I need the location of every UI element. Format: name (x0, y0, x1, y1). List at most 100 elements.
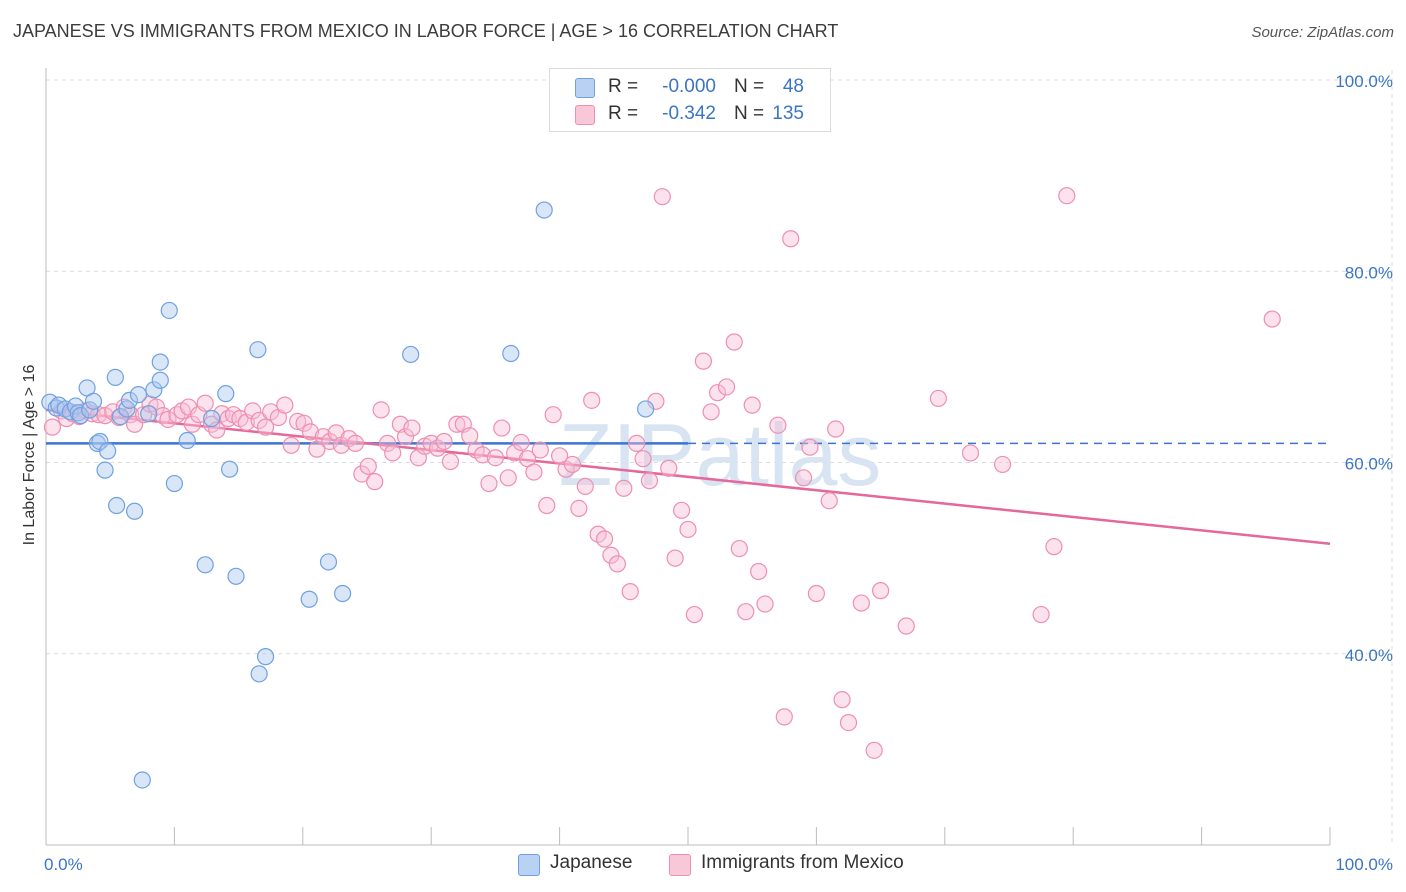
data-point-mexico (282, 436, 300, 454)
data-point-mexico (429, 439, 447, 457)
data-point-mexico (827, 420, 845, 438)
data-point-japanese (300, 590, 318, 608)
data-point-japanese (249, 341, 267, 359)
series-japanese (41, 201, 655, 789)
legend-row-mexico: R = -0.342 N = 135 (550, 101, 830, 127)
watermark: ZIPatlas (559, 405, 882, 504)
data-point-japanese (535, 201, 553, 219)
axes (45, 68, 1331, 846)
data-point-japanese (221, 460, 239, 478)
y-tick-label: 80.0% (1345, 263, 1393, 282)
data-point-mexico (366, 473, 384, 491)
data-point-mexico (441, 452, 460, 471)
data-point-mexico (531, 441, 549, 459)
y-tick-label: 60.0% (1345, 455, 1393, 474)
data-point-mexico (570, 499, 588, 517)
data-point-mexico (702, 403, 720, 421)
legend-n-label: N = (734, 76, 765, 97)
data-point-mexico (295, 414, 313, 432)
data-point-mexico (244, 402, 262, 420)
data-point-mexico (929, 389, 947, 408)
data-point-mexico (396, 428, 415, 446)
data-point-japanese (81, 401, 99, 419)
data-point-mexico (756, 595, 774, 613)
bottom-legend-label: Immigrants from Mexico (701, 852, 904, 873)
data-point-mexico (807, 584, 826, 603)
legend-row-japanese: R = -0.000 N = 48 (550, 74, 830, 100)
bottom-legend-swatch-mexico (669, 854, 691, 876)
data-point-japanese (145, 381, 163, 399)
data-point-mexico (134, 406, 153, 424)
data-point-japanese (133, 771, 151, 789)
data-point-mexico (852, 594, 870, 612)
data-point-mexico (833, 691, 851, 709)
data-point-mexico (820, 492, 838, 510)
data-point-mexico (289, 412, 307, 430)
legend-swatch-japanese (575, 78, 595, 98)
data-point-japanese (129, 386, 148, 404)
data-point-mexico (525, 463, 543, 481)
data-point-mexico (839, 713, 858, 732)
legend-r-label: R = (608, 76, 639, 97)
data-point-mexico (493, 419, 511, 437)
data-point-mexico (435, 432, 453, 451)
data-point-mexico (1263, 310, 1281, 328)
legend-n-value: 48 (782, 76, 804, 97)
data-point-japanese (151, 371, 169, 389)
data-point-mexico (1045, 538, 1063, 556)
data-point-japanese (256, 648, 275, 666)
data-point-mexico (628, 434, 646, 452)
data-point-japanese (402, 345, 420, 364)
data-point-mexico (608, 555, 626, 573)
data-point-japanese (108, 496, 126, 515)
data-point-japanese (140, 405, 158, 423)
data-point-mexico (708, 384, 727, 402)
data-point-mexico (725, 333, 743, 351)
x-tick-label: 0.0% (44, 855, 83, 874)
chart-title: JAPANESE VS IMMIGRANTS FROM MEXICO IN LA… (13, 21, 839, 41)
data-point-japanese (178, 431, 196, 450)
data-point-japanese (502, 344, 520, 363)
data-point-mexico (256, 418, 275, 436)
data-point-japanese (319, 553, 338, 571)
data-point-mexico (615, 479, 633, 497)
data-point-japanese (250, 665, 268, 683)
data-point-japanese (334, 584, 352, 603)
tick-labels: 40.0% 60.0% 80.0% 100.0% 0.0% 100.0% (44, 72, 1393, 874)
bottom-legend-label: Japanese (550, 852, 633, 873)
data-point-japanese (106, 368, 124, 386)
data-point-mexico (43, 418, 62, 436)
legend-r-value: -0.342 (662, 103, 716, 124)
data-point-mexico (801, 438, 819, 456)
data-point-mexico (538, 496, 556, 515)
data-point-japanese (203, 409, 221, 428)
data-point-japanese (99, 442, 117, 460)
data-point-mexico (993, 455, 1012, 474)
data-point-mexico (372, 401, 390, 419)
data-point-mexico (1058, 187, 1076, 205)
data-point-mexico (486, 449, 504, 467)
data-point-mexico (871, 582, 890, 600)
data-point-mexico (769, 416, 787, 434)
data-point-mexico (782, 230, 800, 248)
data-point-mexico (576, 477, 594, 496)
data-point-japanese (120, 391, 139, 409)
data-point-japanese (125, 502, 144, 520)
data-point-mexico (775, 708, 793, 726)
data-point-mexico (634, 450, 652, 468)
data-point-mexico (737, 603, 755, 621)
data-point-mexico (621, 582, 639, 601)
data-point-japanese (96, 461, 114, 479)
data-point-mexico (196, 394, 214, 412)
data-point-mexico (694, 352, 713, 370)
data-point-mexico (250, 411, 268, 430)
data-point-mexico (512, 433, 530, 452)
data-point-japanese (72, 407, 90, 425)
data-point-mexico (461, 427, 479, 445)
legend-n-value: 135 (772, 103, 804, 124)
data-point-mexico (897, 617, 915, 635)
source-label: Source: ZipAtlas.com (1251, 24, 1394, 41)
data-point-mexico (499, 469, 517, 487)
data-point-mexico (794, 469, 813, 487)
data-point-mexico (685, 605, 704, 624)
